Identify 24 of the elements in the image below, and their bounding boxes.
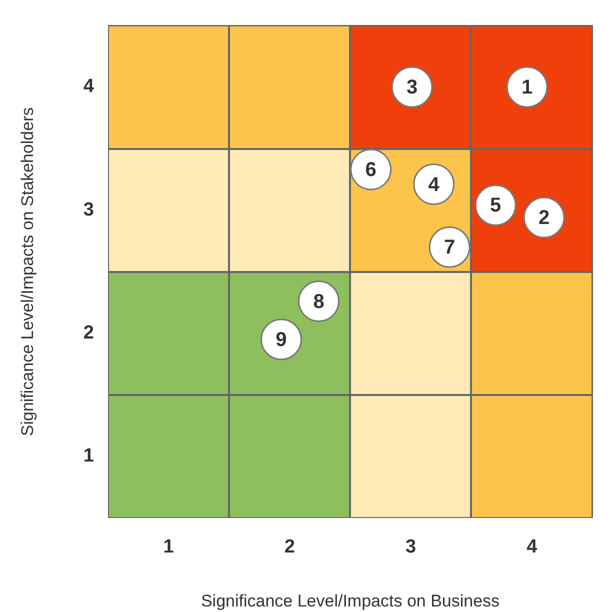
annotation: 5	[490, 194, 502, 217]
annotation: 9	[276, 328, 287, 351]
y-axis-title: Significance Level/Impacts on Stakeholders	[18, 107, 37, 436]
annotation: 2	[538, 207, 550, 230]
annotation: 7	[444, 236, 456, 259]
y-tick-label: 3	[83, 199, 94, 220]
x-axis-title: Significance Level/Impacts on Business	[200, 591, 500, 610]
x-tick-label: 4	[526, 536, 538, 558]
y-tick-label: 1	[83, 446, 94, 467]
point	[474, 184, 516, 226]
y-tick-label: 4	[83, 76, 94, 98]
point	[298, 280, 340, 322]
annotation: 3	[406, 76, 418, 98]
x-tick-label: 2	[284, 536, 295, 558]
y-tick-label: 2	[83, 322, 94, 344]
annotation: 4	[428, 174, 440, 196]
point	[350, 148, 392, 190]
annotation: 6	[365, 159, 376, 181]
x-tick-label: 3	[406, 536, 416, 558]
point	[428, 226, 470, 268]
x-tick-label: 1	[163, 536, 174, 558]
annotation: 8	[313, 290, 324, 313]
annotation: 1	[522, 76, 533, 98]
point	[413, 164, 455, 206]
